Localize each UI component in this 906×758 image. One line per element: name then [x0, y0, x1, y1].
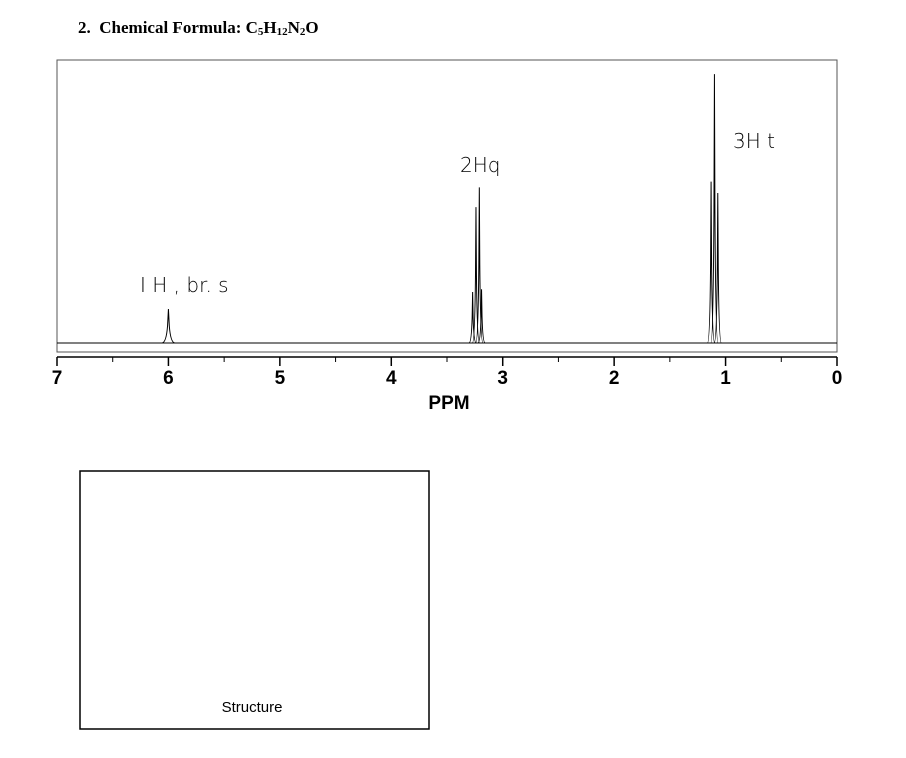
- x-tick-label: 7: [52, 368, 63, 389]
- plot-frame: [56, 59, 838, 353]
- peak: [713, 193, 722, 344]
- peak: [710, 74, 719, 344]
- element-symbol: N: [287, 18, 300, 37]
- peak: [706, 181, 716, 344]
- structure-label: Structure: [222, 699, 283, 716]
- heading: 2. Chemical Formula: C5H12N2O: [78, 18, 319, 38]
- formula: C5H12N2O: [245, 18, 319, 38]
- element-symbol: O: [305, 18, 319, 37]
- peak: [477, 289, 486, 344]
- element-count: 5: [257, 26, 264, 38]
- structure-box: [79, 470, 430, 730]
- question-number: 2.: [78, 18, 91, 37]
- peak: [468, 292, 477, 344]
- element-symbol: C: [245, 18, 258, 37]
- x-tick-label: 4: [386, 368, 397, 389]
- x-tick-label: 2: [609, 368, 620, 389]
- x-tick-label: 6: [163, 368, 174, 389]
- annotation: 2Hq: [460, 153, 500, 177]
- x-tick-label: 0: [832, 368, 843, 389]
- annotation: 3H t: [733, 129, 775, 153]
- x-axis-label: PPM: [428, 393, 469, 414]
- element-symbol: H: [263, 18, 277, 37]
- x-tick-label: 3: [497, 368, 508, 389]
- x-tick-label: 1: [720, 368, 731, 389]
- peak: [475, 187, 484, 344]
- peak: [471, 207, 481, 344]
- element-count: 12: [276, 26, 288, 38]
- x-tick-label: 5: [275, 368, 286, 389]
- peak: [161, 309, 176, 344]
- annotation: I H , br. s: [140, 273, 229, 297]
- formula-label: Chemical Formula:: [99, 18, 242, 37]
- element-count: 2: [299, 26, 306, 38]
